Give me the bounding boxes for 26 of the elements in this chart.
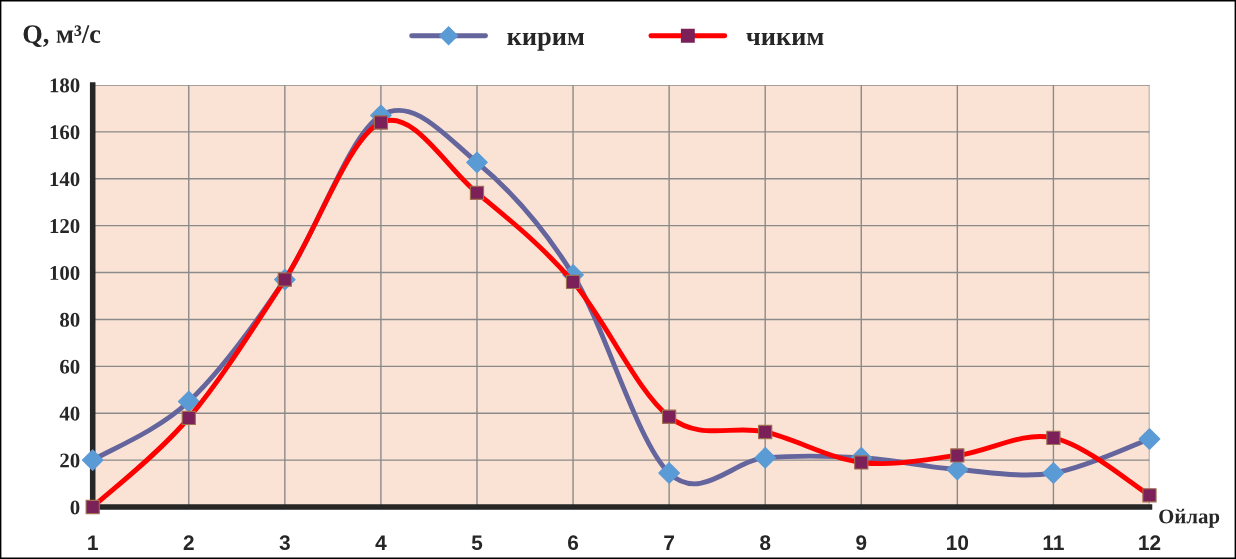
y-tick-label: 20 — [60, 453, 80, 468]
x-tick-label: 7 — [664, 535, 674, 550]
x-tick-label: 11 — [1043, 535, 1064, 550]
y-tick-label: 60 — [60, 359, 80, 374]
legend-label: кирим — [507, 32, 585, 51]
legend-label: чиким — [746, 32, 824, 46]
x-tick-label: 3 — [279, 535, 290, 551]
y-tick-label: 0 — [70, 500, 80, 515]
y-tick-label: 100 — [50, 265, 80, 280]
x-tick-label: 4 — [375, 535, 387, 550]
x-axis-title: Ойлар — [1159, 508, 1220, 528]
y-tick-label: 180 — [50, 78, 80, 93]
x-tick-label: 1 — [88, 535, 98, 550]
x-tick-label: 12 — [1139, 535, 1161, 550]
x-tick-label: 6 — [568, 535, 579, 551]
x-tick-label: 9 — [856, 535, 867, 551]
y-tick-label: 120 — [50, 219, 80, 234]
y-axis-title: Q, м³/с — [23, 25, 101, 47]
y-tick-label: 140 — [50, 172, 80, 187]
x-tick-label: 10 — [947, 535, 969, 551]
y-tick-label: 80 — [60, 312, 80, 327]
y-tick-label: 40 — [59, 406, 80, 421]
y-tick-label: 160 — [50, 125, 80, 140]
x-tick-label: 5 — [471, 535, 483, 551]
x-tick-label: 2 — [183, 535, 194, 550]
x-tick-label: 8 — [760, 535, 771, 551]
